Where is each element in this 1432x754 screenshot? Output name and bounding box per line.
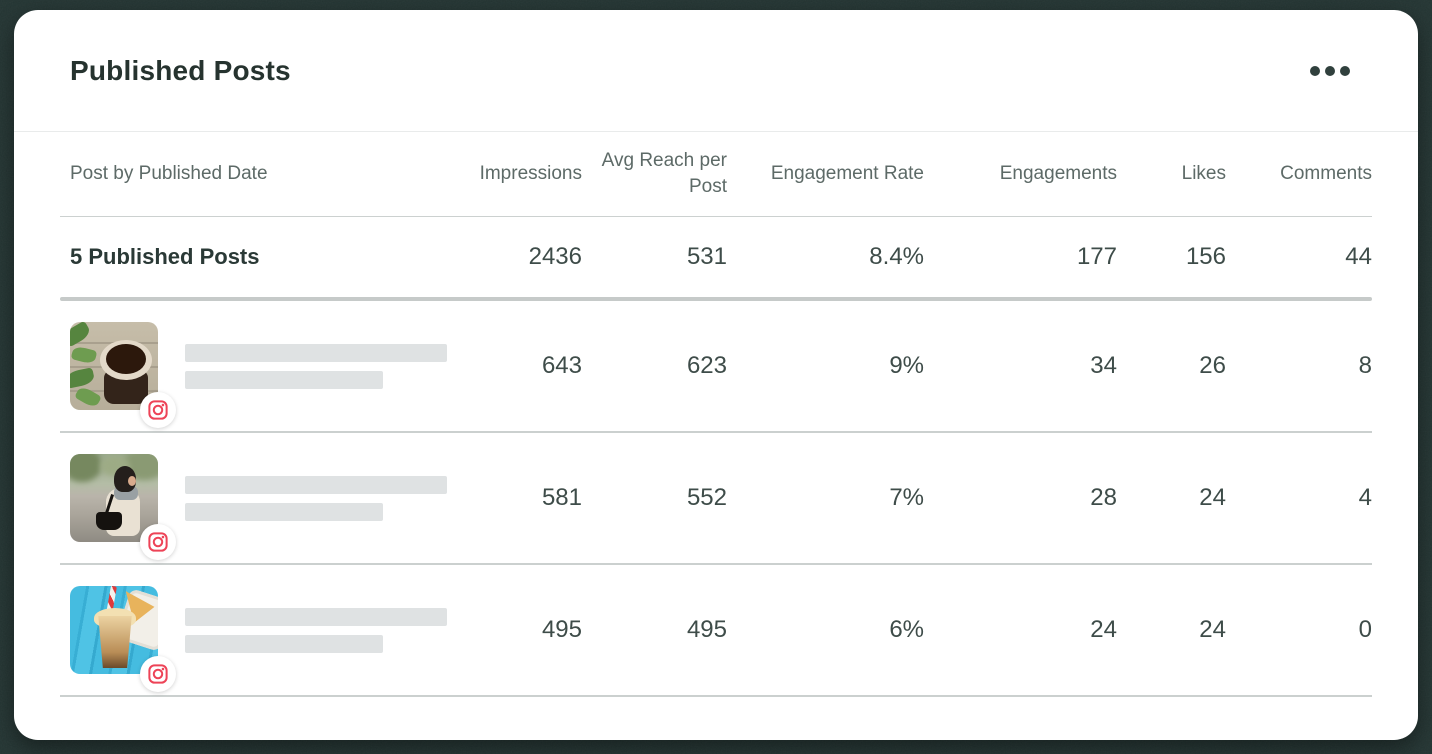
table-row[interactable]: 643 623 9% 34 26 8: [60, 301, 1372, 431]
summary-label: 5 Published Posts: [70, 244, 260, 269]
more-options-button[interactable]: [1304, 60, 1356, 82]
row-engagement-rate: 9%: [889, 352, 924, 379]
row-likes: 24: [1199, 616, 1226, 643]
column-header-likes: Likes: [1181, 163, 1226, 184]
summary-avg-reach: 531: [686, 243, 727, 270]
summary-comments: 44: [1345, 243, 1372, 270]
network-badge: [140, 656, 176, 692]
summary-engagements: 177: [1076, 243, 1117, 270]
published-posts-table: Post by Published Date Impressions Avg R…: [60, 132, 1372, 697]
summary-likes: 156: [1185, 243, 1226, 270]
row-engagements: 28: [1090, 484, 1117, 511]
row-avg-reach: 552: [686, 484, 727, 511]
card-header: Published Posts: [14, 10, 1418, 132]
table-row[interactable]: 581 552 7% 28 24 4: [60, 433, 1372, 563]
column-header-post: Post by Published Date: [70, 163, 268, 184]
post-text-placeholders: [185, 343, 447, 389]
row-engagement-rate: 6%: [889, 616, 924, 643]
post-text-placeholders: [185, 475, 447, 521]
instagram-icon: [148, 664, 168, 684]
column-header-engagement-rate: Engagement Rate: [770, 163, 924, 184]
row-impressions: 495: [541, 616, 582, 643]
row-engagements: 24: [1090, 616, 1117, 643]
row-engagements: 34: [1090, 352, 1117, 379]
row-comments: 0: [1358, 616, 1372, 643]
post-date-placeholder: [185, 370, 383, 389]
table-header-row: Post by Published Date Impressions Avg R…: [60, 132, 1372, 216]
column-header-impressions: Impressions: [479, 163, 582, 184]
column-header-comments: Comments: [1280, 163, 1372, 184]
network-badge: [140, 524, 176, 560]
row-avg-reach: 495: [686, 616, 727, 643]
summary-engagement-rate: 8.4%: [869, 243, 924, 270]
post-date-placeholder: [185, 634, 383, 653]
post-date-placeholder: [185, 502, 383, 521]
ellipsis-icon: [1325, 65, 1335, 76]
row-impressions: 581: [541, 484, 582, 511]
column-header-avg-reach: Avg Reach per Post: [601, 150, 727, 197]
row-avg-reach: 623: [686, 352, 727, 379]
post-cell: [70, 454, 452, 560]
row-likes: 24: [1199, 484, 1226, 511]
post-thumbnail[interactable]: [70, 454, 176, 560]
post-text-placeholders: [185, 607, 447, 653]
row-likes: 26: [1199, 352, 1226, 379]
row-impressions: 643: [541, 352, 582, 379]
post-thumbnail[interactable]: [70, 586, 176, 692]
post-cell: [70, 322, 452, 428]
post-title-placeholder: [185, 475, 447, 494]
published-posts-card: Published Posts Post by Published Date I…: [14, 10, 1418, 740]
post-title-placeholder: [185, 607, 447, 626]
summary-row: 5 Published Posts 2436 531 8.4% 177 156 …: [60, 217, 1372, 297]
network-badge: [140, 392, 176, 428]
ellipsis-icon: [1340, 65, 1350, 76]
row-comments: 4: [1358, 484, 1372, 511]
post-thumbnail[interactable]: [70, 322, 176, 428]
ellipsis-icon: [1310, 65, 1320, 76]
column-header-engagements: Engagements: [999, 163, 1117, 184]
row-engagement-rate: 7%: [889, 484, 924, 511]
post-title-placeholder: [185, 343, 447, 362]
page-title: Published Posts: [70, 54, 291, 86]
row-comments: 8: [1358, 352, 1372, 379]
instagram-icon: [148, 532, 168, 552]
post-cell: [70, 586, 452, 692]
table-row[interactable]: 495 495 6% 24 24 0: [60, 565, 1372, 695]
table-bottom-divider: [60, 695, 1372, 697]
instagram-icon: [148, 400, 168, 420]
summary-impressions: 2436: [528, 243, 582, 270]
